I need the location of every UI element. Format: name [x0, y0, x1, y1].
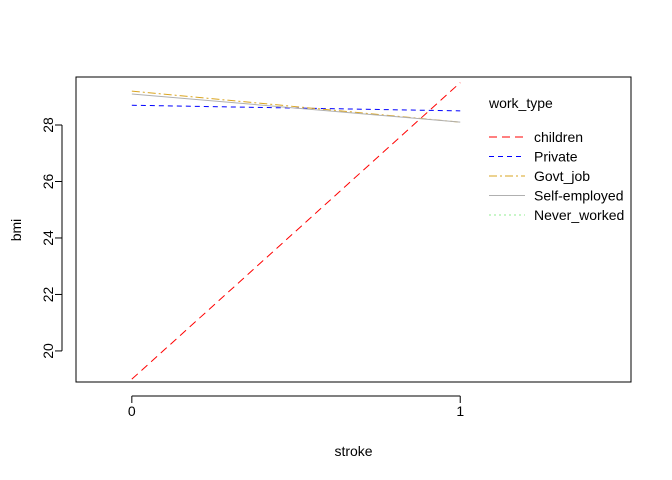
series-line	[131, 93, 461, 123]
x-axis-label: stroke	[334, 443, 372, 459]
legend-title: work_type	[488, 95, 553, 111]
legend-label: Self-employed	[534, 187, 624, 203]
legend-label: Private	[534, 148, 578, 164]
legend-label: Never_worked	[534, 207, 624, 223]
y-axis: 20 22 24 26 28	[40, 117, 63, 359]
legend-label: children	[534, 129, 583, 145]
series-group	[131, 82, 461, 380]
y-axis-label: bmi	[8, 219, 24, 242]
y-tick-label: 28	[40, 117, 56, 133]
y-tick-label: 24	[40, 230, 56, 246]
series-line	[131, 82, 461, 380]
y-tick-label: 20	[40, 343, 56, 359]
legend-label: Govt_job	[534, 168, 590, 184]
y-tick-label: 26	[40, 173, 56, 189]
x-tick-label: 1	[456, 403, 464, 419]
legend: work_type children Private Govt_job Self-em…	[488, 95, 624, 223]
plot-frame	[75, 76, 632, 383]
x-tick-label: 0	[128, 403, 136, 419]
y-tick-label: 22	[40, 286, 56, 302]
